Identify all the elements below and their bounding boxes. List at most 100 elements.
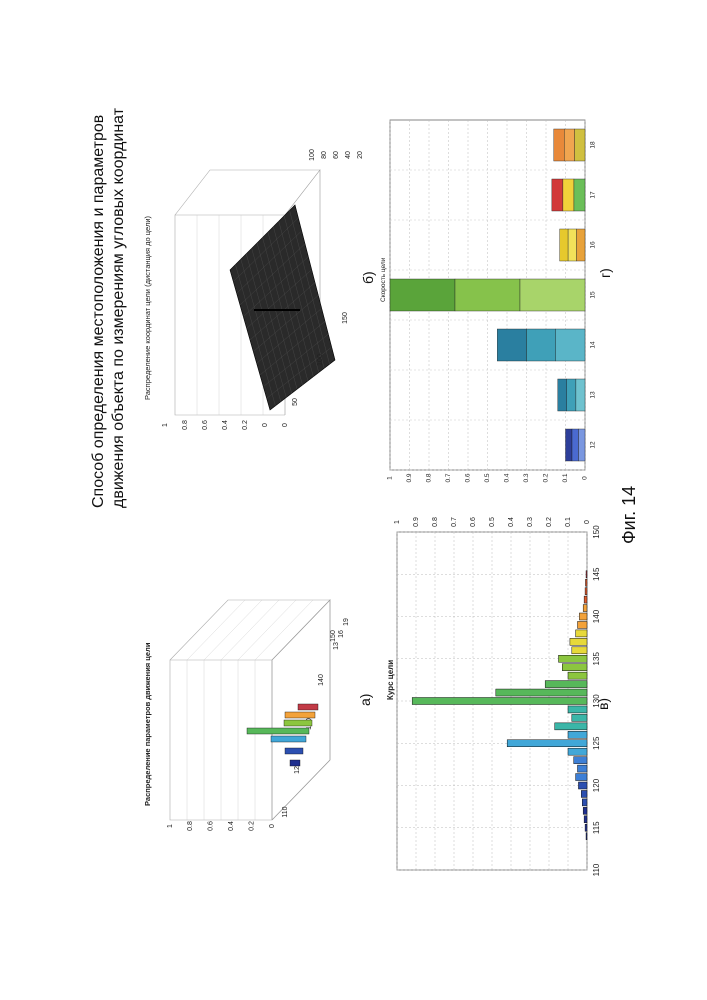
panel-b-label: б) <box>360 271 376 284</box>
panel-b-x-tick-label: 50 <box>292 398 299 406</box>
panel-g-bar-segment <box>564 129 574 161</box>
panel-v-bar <box>586 571 587 578</box>
panel-a-x-tick-label: 110 <box>282 806 289 817</box>
panel-v-x-tick-label: 110 <box>592 863 601 876</box>
panel-g-speed-bar-chart: Скорость цели г) 00.10.20.30.40.50.60.70… <box>380 120 613 483</box>
panel-a-x-tick-label: 140 <box>318 674 325 686</box>
panel-v-x-tick-label: 140 <box>592 609 601 623</box>
panel-a-title: Распределение параметров движения цели <box>143 642 152 806</box>
panel-g-y-tick-label: 1 <box>387 476 394 480</box>
panel-b-x-tick-label: 150 <box>342 312 349 324</box>
panel-g-bar-segment <box>563 179 574 211</box>
document-title-line2: движения объекта по измерениям угловых к… <box>110 107 127 508</box>
panel-a-z-tick-label: 0.4 <box>228 821 235 831</box>
panel-a-bar <box>271 736 306 742</box>
panel-v-bar <box>583 605 587 612</box>
panel-g-y-tick-label: 0.9 <box>406 473 413 482</box>
panel-v-bar <box>412 698 587 705</box>
panel-b-y-tick-label: 80 <box>321 151 328 159</box>
panel-g-bar-segment <box>556 329 585 361</box>
panel-b-y-tick-label: 20 <box>357 151 364 159</box>
panel-a-z-gridline-side <box>238 600 296 660</box>
panel-v-bar <box>578 782 587 789</box>
panel-v-bar <box>585 579 587 586</box>
panel-b-title: Распределение координат цели (дистанция … <box>143 215 152 400</box>
panel-a-x-tick-label: 150 <box>330 630 337 642</box>
panel-v-bar <box>576 774 587 781</box>
panel-v-bar <box>562 664 587 671</box>
panel-v-x-tick-label: 130 <box>592 694 601 708</box>
panel-g-y-tick-label: 0 <box>582 476 589 480</box>
figure-caption: Фиг. 14 <box>619 486 639 544</box>
panel-g-bar-segment <box>455 279 520 311</box>
panel-g-bar-segment <box>558 379 567 411</box>
panel-a-label: а) <box>357 694 373 706</box>
panel-v-bar <box>570 638 587 645</box>
panel-a-z-tick-label: 0.2 <box>248 821 255 831</box>
panel-a-bar <box>285 748 303 754</box>
panel-g-bar-segment <box>527 329 556 361</box>
panel-g-label: г) <box>597 268 613 278</box>
panel-g-bar-segment <box>390 279 455 311</box>
panel-b-z-tick-label: 0.4 <box>222 420 229 430</box>
panel-a-z-tick-label: 0.8 <box>187 821 194 831</box>
panel-v-heading-bar-chart: Курс цели в) 110115120125130135140145150… <box>386 517 611 876</box>
panel-g-bar-segment <box>568 229 576 261</box>
panel-v-bar <box>568 731 587 738</box>
panel-v-bar <box>583 807 587 814</box>
panel-v-x-tick-label: 115 <box>592 821 601 834</box>
panel-v-bar <box>568 748 587 755</box>
panel-v-x-tick-label: 135 <box>592 652 601 666</box>
panel-g-x-tick-label: 12 <box>590 441 597 449</box>
panel-v-y-tick-label: 0.6 <box>470 517 477 527</box>
panel-g-x-tick-label: 14 <box>590 341 597 349</box>
panel-a-y-tick-label: 16 <box>338 630 345 638</box>
panel-v-y-tick-label: 0.2 <box>546 517 553 527</box>
panel-b-y-tick-label: 100 <box>309 149 316 161</box>
panel-v-x-tick-label: 145 <box>592 567 601 581</box>
panel-a-z-tick-label: 0.6 <box>208 821 215 831</box>
panel-v-bar <box>584 596 587 603</box>
panel-v-bar <box>568 672 587 679</box>
panel-v-y-tick-label: 0.8 <box>432 517 439 527</box>
panel-g-y-tick-label: 0.5 <box>484 473 491 482</box>
panel-v-bar <box>545 681 587 688</box>
panel-a-z-tick-label: 1 <box>167 824 174 828</box>
panel-g-y-tick-label: 0.7 <box>445 473 452 482</box>
panel-g-y-tick-label: 0.8 <box>426 473 433 482</box>
panel-v-y-tick-label: 0.5 <box>489 517 496 527</box>
panel-a-z-gridline-side <box>204 600 262 660</box>
panel-v-title: Курс цели <box>386 660 395 700</box>
panel-g-x-tick-label: 17 <box>590 191 597 199</box>
panel-a-z-gridline-side <box>221 600 279 660</box>
panel-g-x-tick-label: 15 <box>590 291 597 299</box>
panel-a-3d-bar-plot: Распределение параметров движения цели а… <box>143 600 373 831</box>
panel-a-bar <box>298 704 318 710</box>
panel-g-y-tick-label: 0.2 <box>543 473 550 482</box>
panel-v-x-tick-label: 150 <box>592 525 601 539</box>
panel-a-z-gridline-side <box>187 600 245 660</box>
panel-v-bar <box>585 824 587 831</box>
panel-a-z-tick-label: 0 <box>269 824 276 828</box>
panel-v-bar <box>555 723 587 730</box>
panel-g-bar-segment <box>576 379 585 411</box>
panel-g-x-tick-label: 13 <box>590 391 597 399</box>
panel-v-bar <box>572 647 587 654</box>
panel-v-bar <box>572 714 587 721</box>
panel-v-y-tick-label: 0.4 <box>508 517 515 527</box>
panel-v-y-tick-label: 0.7 <box>451 517 458 527</box>
panel-b-x-tick-label: 100 <box>317 354 324 366</box>
panel-v-bar <box>584 816 587 823</box>
panel-g-y-tick-label: 0.3 <box>523 473 530 482</box>
panel-v-x-tick-label: 125 <box>592 736 601 750</box>
panel-v-bar <box>579 613 587 620</box>
panel-g-y-tick-label: 0.1 <box>562 473 569 482</box>
panel-v-y-tick-label: 0.1 <box>565 517 572 527</box>
panel-v-bar <box>582 799 587 806</box>
document-title-line1: Способ определения местоположения и пара… <box>90 115 107 508</box>
panel-g-y-tick-label: 0.6 <box>465 473 472 482</box>
panel-g-bar-segment <box>552 179 563 211</box>
panel-v-bar <box>496 689 587 696</box>
panel-g-bar-segment <box>554 129 564 161</box>
panel-b-z-tick-label: 0 <box>262 423 269 427</box>
